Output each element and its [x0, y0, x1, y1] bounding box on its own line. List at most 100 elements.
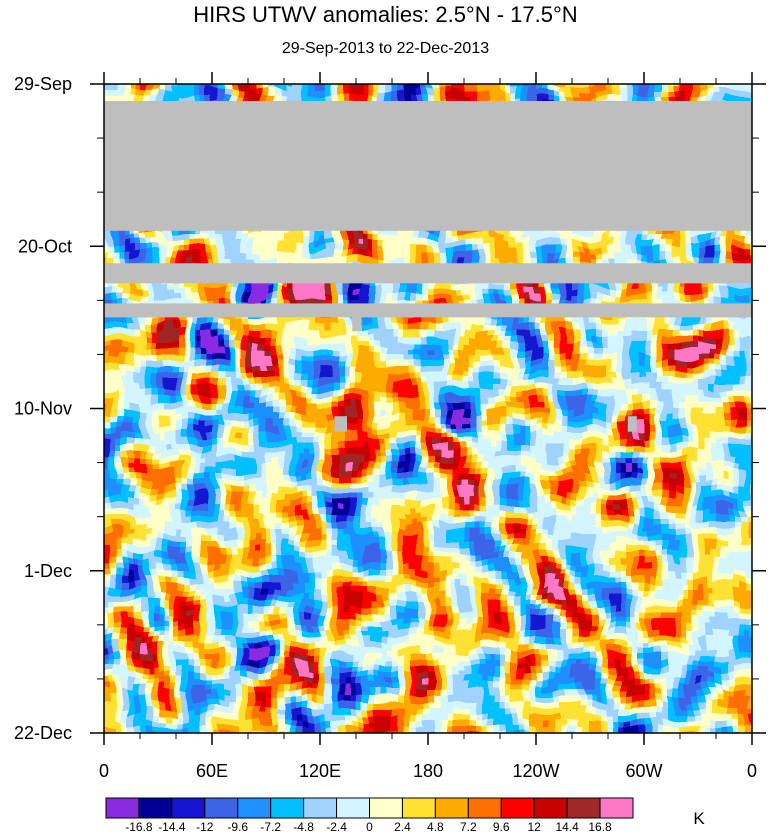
field-cell — [410, 234, 417, 241]
field-cell — [350, 354, 357, 361]
field-cell — [608, 456, 615, 463]
field-cell — [134, 432, 141, 439]
field-cell — [380, 324, 387, 331]
field-cell — [446, 234, 453, 241]
field-cell — [446, 378, 453, 385]
field-cell — [188, 234, 195, 241]
field-cell — [248, 372, 255, 379]
field-cell — [152, 324, 159, 331]
field-cell — [752, 186, 759, 193]
field-cell — [116, 444, 123, 451]
field-cell — [332, 252, 339, 259]
field-cell — [614, 294, 621, 301]
field-cell — [200, 402, 213, 409]
field-cell — [518, 396, 531, 403]
field-cell — [644, 450, 681, 457]
field-cell — [428, 240, 441, 247]
field-cell — [530, 348, 543, 355]
field-cell — [452, 360, 471, 367]
field-cell — [488, 246, 495, 253]
field-cell — [656, 360, 663, 367]
field-cell — [512, 336, 519, 343]
field-cell — [248, 300, 255, 307]
field-cell — [122, 84, 129, 91]
field-cell — [206, 240, 213, 247]
field-cell — [146, 90, 153, 97]
field-cell — [530, 366, 549, 373]
field-cell — [230, 420, 243, 427]
field-cell — [194, 456, 207, 463]
field-cell — [350, 84, 363, 91]
field-cell — [326, 282, 333, 289]
field-cell — [242, 354, 249, 361]
field-cell — [614, 252, 639, 259]
field-cell — [110, 354, 123, 361]
field-cell — [182, 372, 189, 379]
field-cell — [122, 354, 129, 361]
field-cell — [134, 318, 141, 325]
field-cell — [374, 246, 381, 253]
field-cell — [146, 330, 153, 337]
field-cell — [224, 432, 231, 439]
field-cell — [644, 468, 651, 475]
field-cell — [602, 324, 627, 331]
field-cell — [146, 468, 177, 475]
field-cell — [242, 348, 249, 355]
field-cell — [746, 348, 752, 355]
field-cell — [554, 288, 561, 295]
field-cell — [596, 90, 615, 97]
field-cell — [290, 474, 297, 481]
field-cell — [332, 432, 345, 439]
field-cell — [416, 228, 423, 235]
field-cell — [572, 324, 579, 331]
field-cell — [656, 348, 663, 355]
field-cell — [662, 342, 669, 349]
field-cell — [740, 378, 747, 385]
field-cell — [410, 246, 417, 253]
field-cell — [134, 228, 141, 235]
field-cell — [176, 372, 183, 379]
field-cell — [632, 456, 639, 463]
field-cell — [278, 366, 285, 373]
field-cell — [206, 246, 213, 253]
field-cell — [512, 426, 519, 433]
field-cell — [194, 378, 201, 385]
field-cell — [416, 402, 423, 409]
field-cell — [194, 468, 201, 475]
field-cell — [242, 228, 249, 235]
field-cell — [212, 324, 219, 331]
field-cell — [194, 336, 201, 343]
field-cell — [422, 90, 429, 97]
field-cell — [338, 318, 345, 325]
field-cell — [116, 240, 123, 247]
field-cell — [272, 372, 279, 379]
field-cell — [344, 432, 357, 439]
field-cell — [698, 252, 705, 259]
field-cell — [728, 402, 735, 409]
field-cell — [290, 420, 297, 427]
field-cell — [176, 318, 183, 325]
field-cell — [134, 474, 141, 481]
field-cell — [446, 474, 453, 481]
field-cell — [656, 240, 663, 247]
field-cell — [344, 294, 351, 301]
field-cell — [440, 96, 447, 103]
field-cell — [554, 402, 561, 409]
field-cell — [266, 474, 285, 481]
field-cell — [176, 450, 189, 457]
field-cell — [482, 360, 495, 367]
field-cell — [482, 378, 501, 385]
field-cell — [656, 438, 663, 445]
field-cell — [122, 456, 129, 463]
field-cell — [308, 336, 351, 343]
field-cell — [578, 288, 585, 295]
field-cell — [314, 474, 321, 481]
field-cell — [386, 360, 411, 367]
field-cell — [476, 90, 489, 97]
field-cell — [104, 372, 129, 379]
field-cell — [374, 402, 393, 409]
field-cell — [104, 336, 147, 343]
field-cell — [440, 360, 447, 367]
field-cell — [506, 402, 525, 409]
field-cell — [548, 426, 561, 433]
